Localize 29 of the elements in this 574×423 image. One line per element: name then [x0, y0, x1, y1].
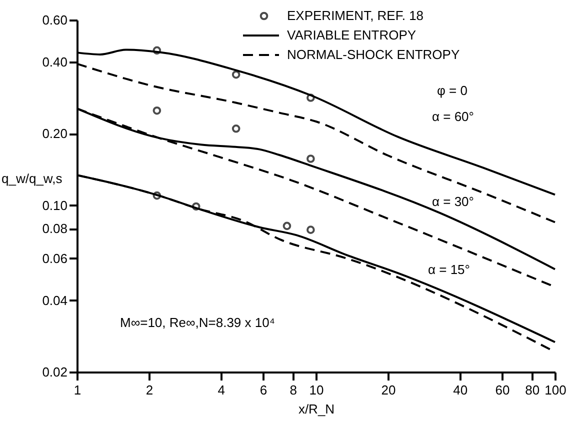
x-tick-label: 6	[260, 382, 268, 398]
annotation: α = 30°	[432, 194, 474, 209]
y-tick-label: 0.40	[42, 54, 68, 70]
x-tick-label: 2	[146, 382, 154, 398]
y-tick-label: 0.08	[42, 221, 68, 236]
x-tick-label: 10	[309, 382, 324, 398]
y-tick-label: 0.20	[42, 126, 68, 142]
annotation: α = 60°	[432, 109, 474, 124]
x-tick-label: 8	[290, 382, 297, 398]
x-tick-label: 80	[525, 382, 540, 398]
x-tick-label: 40	[453, 382, 468, 398]
x-tick-label: 1	[74, 382, 82, 398]
y-tick-label: 0.10	[42, 198, 68, 213]
annotation: φ = 0	[437, 83, 468, 98]
x-tick-label: 20	[381, 382, 396, 398]
annotation: M∞=10, Re∞,N=8.39 x 10⁴	[120, 315, 275, 330]
x-tick-label: 4	[218, 382, 226, 398]
legend-label: EXPERIMENT, REF. 18	[287, 8, 424, 23]
y-axis-title: q_w/q_w,s	[2, 170, 63, 186]
legend-label: VARIABLE ENTROPY	[287, 28, 416, 42]
y-tick-label: 0.04	[42, 292, 68, 308]
x-axis-title: x/R_N	[298, 402, 335, 416]
x-tick-label: 100	[544, 382, 566, 398]
annotation: α = 15°	[428, 262, 470, 277]
legend-label: NORMAL-SHOCK ENTROPY	[287, 47, 460, 62]
x-tick-label: 60	[495, 382, 510, 398]
y-tick-label: 0.60	[42, 12, 68, 28]
y-tick-label: 0.06	[42, 250, 68, 266]
y-tick-label: 0.02	[42, 364, 68, 380]
